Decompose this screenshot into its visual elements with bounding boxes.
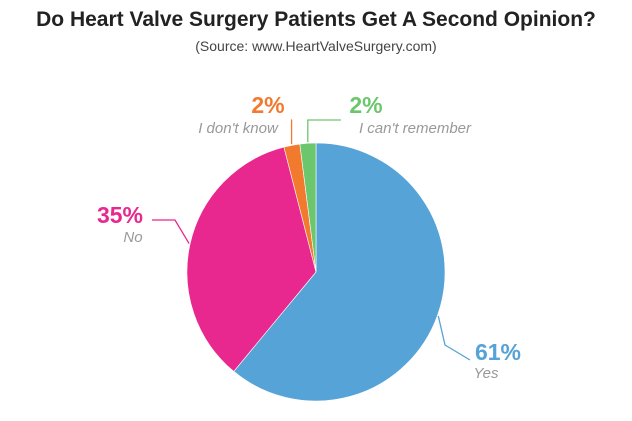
pie-slices <box>186 142 446 402</box>
slice-cant-remember-percent: 2% <box>349 92 382 118</box>
chart-title: Do Heart Valve Surgery Patients Get A Se… <box>36 8 596 31</box>
slice-dont-know-label: I don't know <box>198 120 279 137</box>
pie-slice-yes <box>233 142 446 402</box>
slice-yes-percent: 61% <box>475 339 521 365</box>
pie-slice-no <box>186 146 317 372</box>
leader-line-no <box>152 219 190 244</box>
leader-line-yes <box>437 315 471 361</box>
slice-cant-remember-label: I can't remember <box>359 120 472 137</box>
slice-yes-label: Yes <box>473 365 499 382</box>
leader-lines <box>152 119 471 361</box>
chart-subtitle: (Source: www.HeartValveSurgery.com) <box>195 38 437 54</box>
slice-no-label: No <box>123 229 142 246</box>
slice-no-percent: 35% <box>97 202 143 228</box>
pie-slice-cant-remember <box>299 142 317 273</box>
leader-line-cant-remember <box>307 119 341 143</box>
slice-dont-know-percent: 2% <box>251 92 284 118</box>
